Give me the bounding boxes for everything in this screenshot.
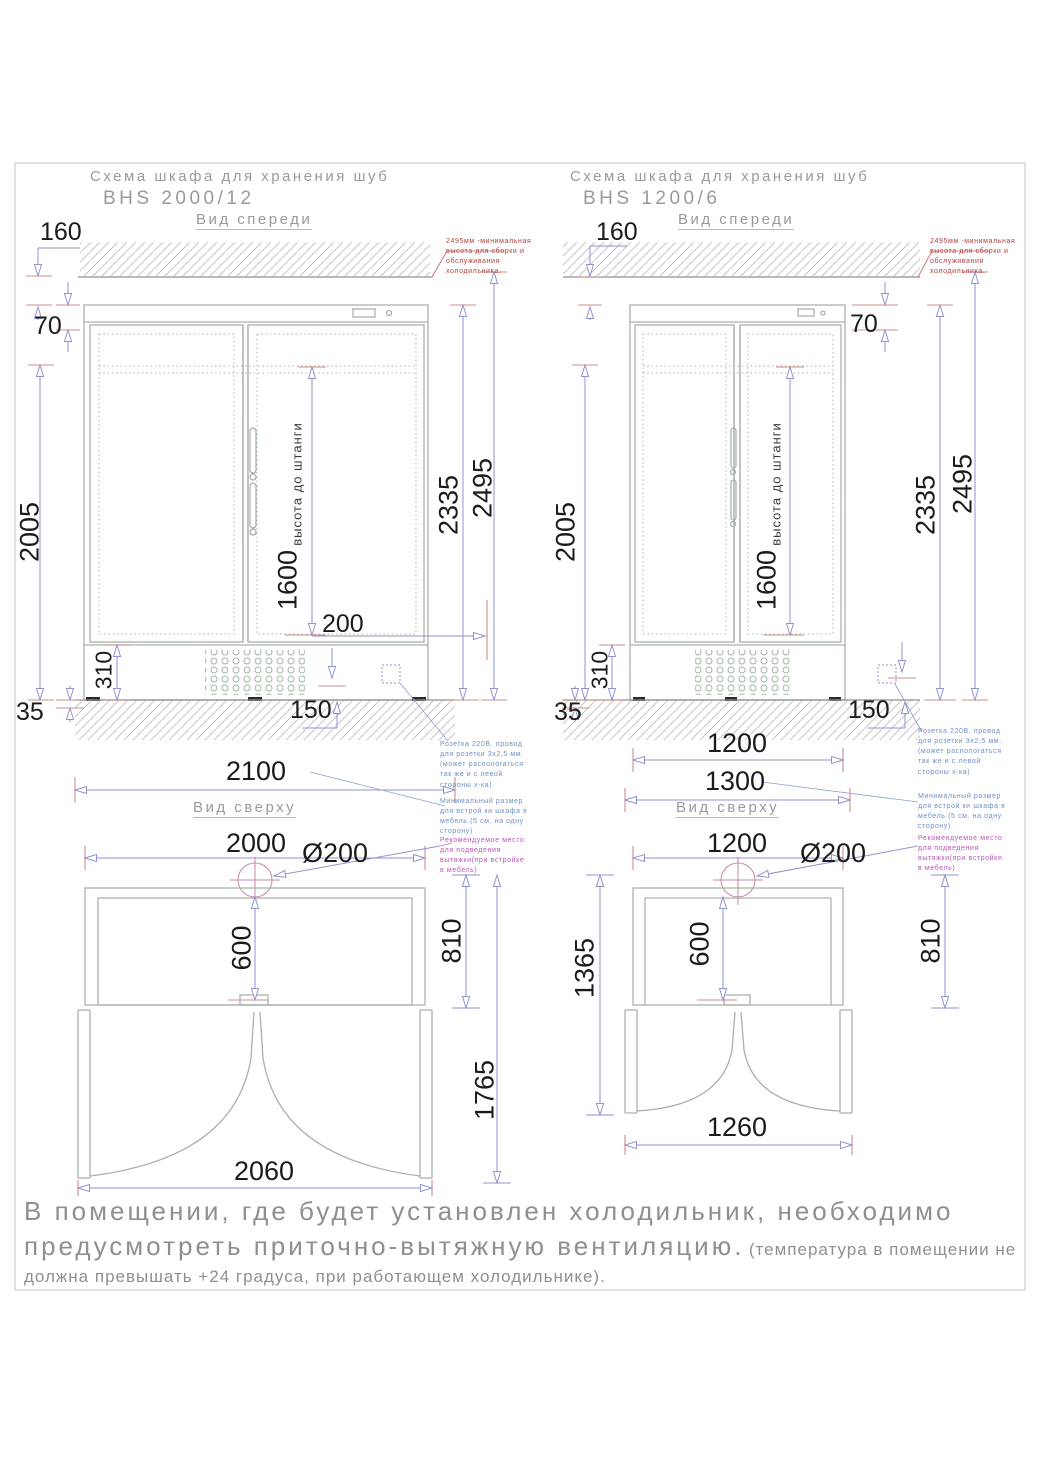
footer-line3: должна превышать +24 градуса, при работа…: [24, 1267, 606, 1286]
dim-1600-r: 1600: [751, 549, 782, 611]
note-min-height: 2495мм -минимальная высота для сборки и …: [446, 238, 532, 276]
right-front-view: [562, 242, 990, 812]
dim-1300: 1300: [705, 766, 766, 796]
dim-o200-r: Ø200: [800, 838, 867, 868]
dim-35: 35: [16, 698, 44, 726]
dim-600: 600: [226, 925, 257, 971]
dim-1365: 1365: [569, 937, 600, 999]
note-niche-r: Минимальный размер для встрой ки шкафа в…: [918, 793, 1006, 831]
right-top-view: [586, 845, 959, 1155]
dim-2335-r: 2335: [910, 474, 941, 536]
right-model: BHS 1200/6: [583, 188, 721, 209]
dim-810-r: 810: [915, 918, 946, 964]
left-model: BHS 2000/12: [103, 188, 255, 209]
dim-810: 810: [436, 918, 467, 964]
dim-310: 310: [90, 650, 117, 690]
dim-1260: 1260: [707, 1112, 768, 1142]
footer-line2-small: (температура в помещении не: [748, 1240, 1017, 1259]
note-vent: Рекомендуемое место для подведения вытяж…: [440, 837, 525, 875]
left-front-view-label: Вид спереди: [196, 211, 313, 230]
dim-150-r: 150: [848, 696, 890, 724]
dim-2495-r: 2495: [947, 453, 978, 515]
dim-2005: 2005: [14, 501, 45, 563]
dim-2060: 2060: [234, 1156, 295, 1186]
dim-70: 70: [34, 312, 62, 340]
dim-1200-top: 1200: [707, 828, 768, 858]
note-vent-r: Рекомендуемое место для подведения вытяж…: [918, 835, 1003, 873]
dim-1600: 1600: [272, 549, 303, 611]
rod-note: высота до штанги: [289, 422, 305, 546]
dim-160: 160: [40, 218, 82, 246]
dim-200: 200: [322, 610, 364, 638]
left-top-view: [78, 842, 511, 1196]
dim-35-r: 35: [554, 698, 582, 726]
dim-2495: 2495: [467, 457, 498, 519]
note-min-height-r: 2495мм -минимальная высота для сборки и …: [930, 238, 1016, 276]
dim-160-r: 160: [596, 218, 638, 246]
note-socket-r: Розетка 220В. провод для розетки 3х2,5 м…: [918, 728, 1002, 776]
dim-150: 150: [290, 696, 332, 724]
left-top-view-label: Вид сверху: [193, 799, 297, 818]
dim-2335: 2335: [433, 474, 464, 536]
footer-line2-big: предусмотреть приточно-вытяжную вентиляц…: [24, 1231, 745, 1261]
right-front-view-label: Вид спереди: [678, 211, 795, 230]
dim-600-r: 600: [684, 921, 715, 967]
right-top-view-label: Вид сверху: [676, 799, 780, 818]
dim-310-r: 310: [586, 650, 613, 690]
dim-70-r: 70: [850, 310, 878, 338]
dim-2000: 2000: [226, 828, 287, 858]
note-socket: Розетка 220В. провод для розетки 3х2,5 м…: [440, 741, 524, 789]
dim-2005-r: 2005: [550, 501, 581, 563]
left-title: Схема шкафа для хранения шуб: [90, 168, 390, 185]
dim-o200: Ø200: [302, 838, 369, 868]
note-niche: Минимальный размер для встрой ки шкафа в…: [440, 798, 528, 836]
rod-note-r: высота до штанги: [768, 422, 784, 546]
sheet-frame: [14, 162, 1026, 1291]
dim-2100: 2100: [226, 756, 287, 786]
dim-1200-front: 1200: [707, 728, 768, 758]
left-front-view: [26, 242, 507, 807]
footer-line1: В помещении, где будет установлен холоди…: [24, 1196, 954, 1226]
footer-note: В помещении, где будет установлен холоди…: [24, 1196, 1024, 1287]
right-title: Схема шкафа для хранения шуб: [570, 168, 870, 185]
dim-1765: 1765: [469, 1059, 500, 1121]
